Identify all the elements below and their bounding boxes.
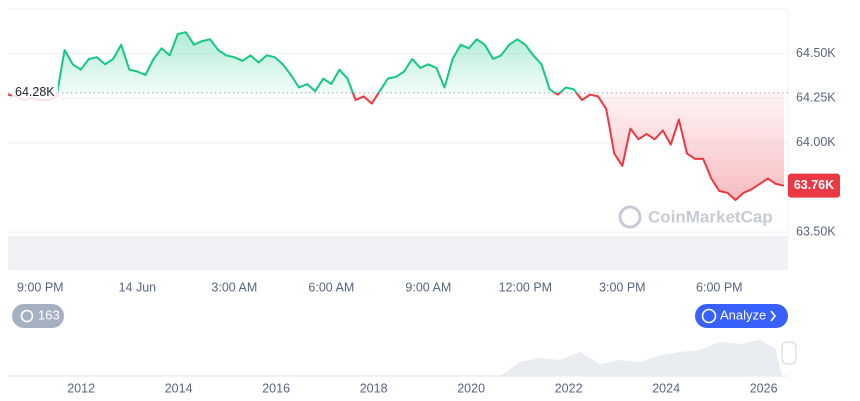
analyze-label: Analyze — [720, 307, 766, 322]
y-tick-label: 64.50K — [796, 46, 836, 60]
navigator-area — [8, 340, 782, 376]
navigator-tick-label: 2026 — [750, 381, 778, 395]
last-price-label: 63.76K — [794, 178, 834, 192]
navigator-tick-label: 2012 — [67, 381, 95, 395]
price-area — [8, 32, 784, 201]
history-icon — [20, 309, 34, 323]
last-price-badge — [788, 173, 840, 198]
x-tick-label: 12:00 PM — [499, 280, 553, 294]
history-count: 163 — [38, 307, 60, 322]
watermark-text: CoinMarketCap — [648, 207, 773, 226]
analyze-button[interactable] — [695, 304, 788, 328]
baseline-label: 64.28K — [15, 85, 55, 99]
navigator-tick-label: 2020 — [457, 381, 485, 395]
analyze-icon — [701, 308, 717, 324]
x-tick-label: 6:00 AM — [308, 280, 354, 294]
navigator-tick-label: 2024 — [652, 381, 680, 395]
baseline-label-bg — [12, 83, 58, 102]
navigator-tick-label: 2014 — [165, 381, 193, 395]
x-tick-label: 9:00 PM — [17, 280, 64, 294]
y-tick-label: 63.50K — [796, 224, 836, 238]
y-tick-label: 64.25K — [796, 91, 836, 105]
x-tick-label: 14 Jun — [119, 280, 157, 294]
navigator-tick-label: 2018 — [360, 381, 388, 395]
volume-strip — [8, 236, 788, 270]
navigator-tick-label: 2016 — [262, 381, 290, 395]
history-badge[interactable] — [12, 304, 64, 328]
analyze-arrow — [770, 310, 777, 322]
x-tick-label: 3:00 PM — [599, 280, 646, 294]
price-line — [7, 31, 785, 201]
x-tick-label: 6:00 PM — [696, 280, 743, 294]
watermark: CoinMarketCap — [618, 205, 773, 229]
y-tick-label: 64.00K — [796, 135, 836, 149]
navigator-tick-label: 2022 — [555, 381, 583, 395]
x-tick-label: 9:00 AM — [405, 280, 451, 294]
x-tick-label: 3:00 AM — [211, 280, 257, 294]
navigator-handle[interactable] — [781, 341, 797, 365]
